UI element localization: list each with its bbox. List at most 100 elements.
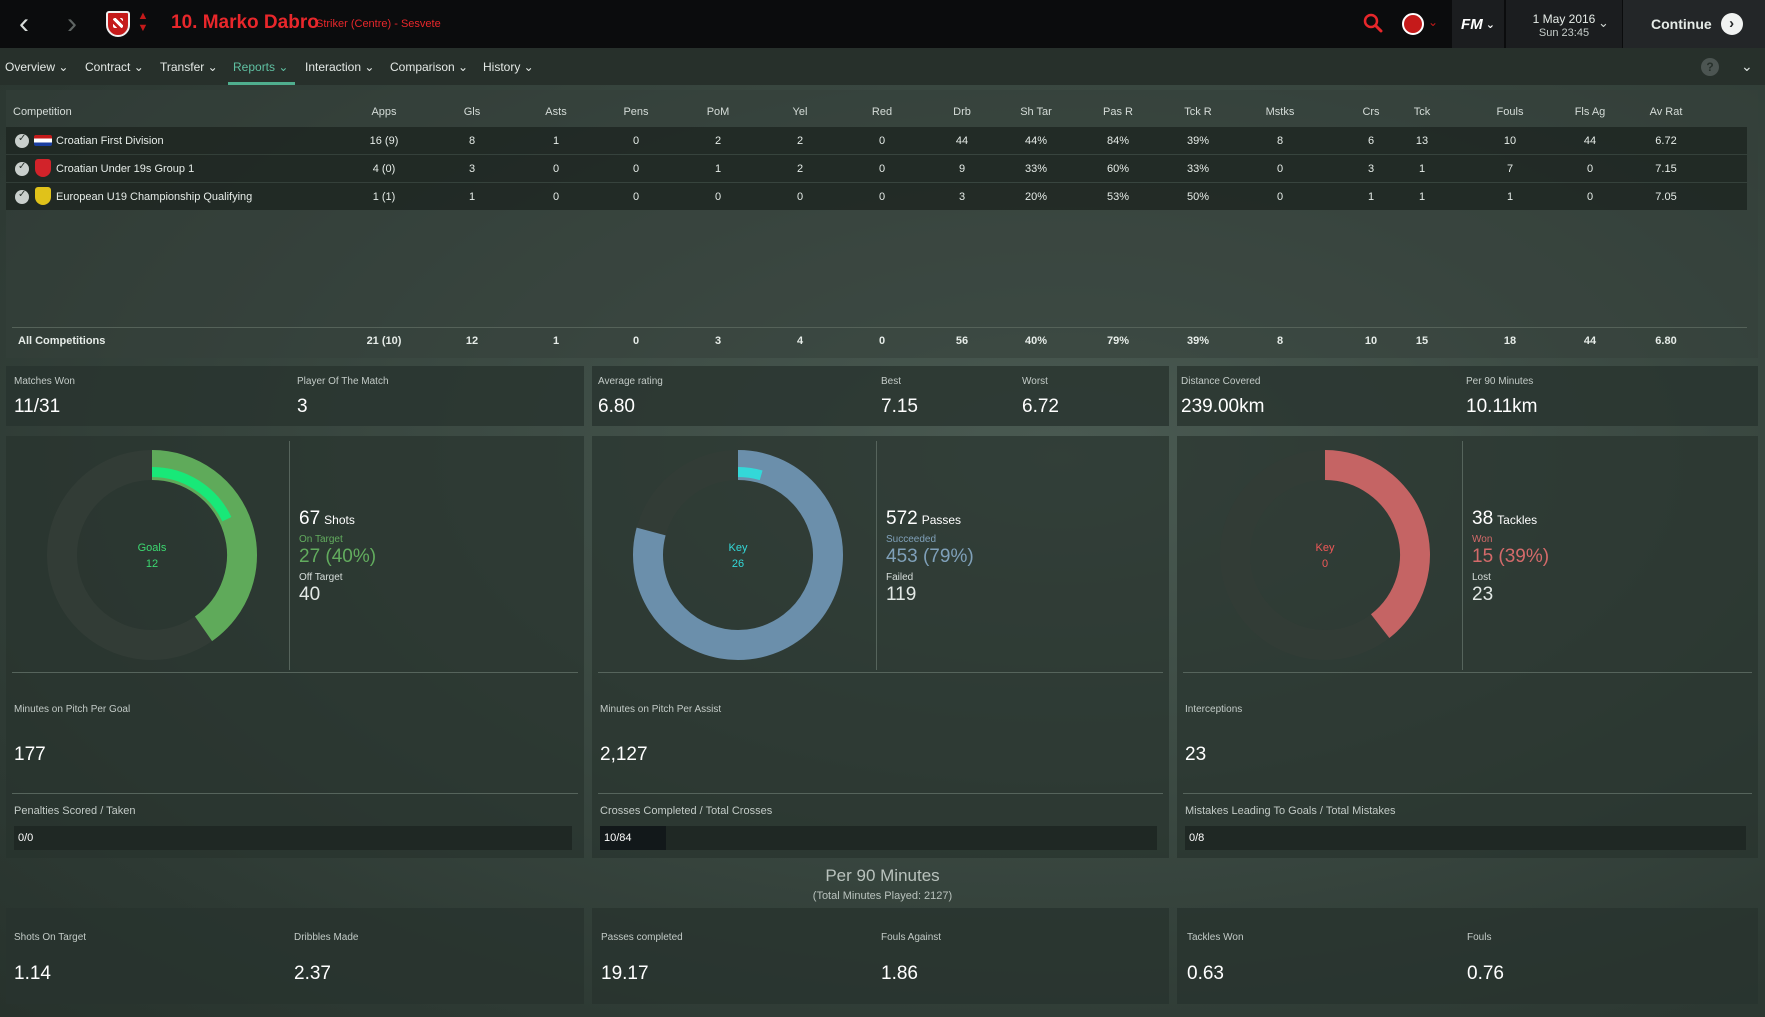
table-cell: 33% xyxy=(1186,163,1210,175)
tackles-total: 38 Tackles xyxy=(1472,508,1538,529)
sub-navigation: Overview ⌄ Contract ⌄ Transfer ⌄ Reports… xyxy=(0,48,1765,85)
table-row[interactable] xyxy=(6,127,1747,154)
total-cell: 8 xyxy=(1276,335,1284,347)
total-cell: 39% xyxy=(1186,335,1210,347)
best-label: Best xyxy=(881,376,902,387)
tackles-card xyxy=(1177,436,1758,858)
passes-progress-bar: 10/84 xyxy=(600,826,1157,850)
tab-transfer[interactable]: Transfer ⌄ xyxy=(160,60,218,74)
matches-won-value: 11/31 xyxy=(14,396,61,417)
total-label: All Competitions xyxy=(18,335,106,347)
tackles-off-value: 23 xyxy=(1472,584,1494,605)
donut-center-value: 26 xyxy=(731,558,745,570)
column-header-mstks[interactable]: Mstks xyxy=(1265,106,1295,118)
table-cell: 50% xyxy=(1186,191,1210,203)
divider xyxy=(12,793,578,794)
table-cell: 7.05 xyxy=(1655,191,1677,203)
total-cell: 40% xyxy=(1024,335,1048,347)
competition-name[interactable]: Croatian Under 19s Group 1 xyxy=(56,163,195,175)
shots-donut-chart xyxy=(47,450,257,660)
column-header-tck-r[interactable]: Tck R xyxy=(1184,106,1212,118)
table-cell: 84% xyxy=(1106,135,1130,147)
passes-key-arc xyxy=(737,467,763,481)
tab-contract[interactable]: Contract ⌄ xyxy=(85,60,144,74)
distance-label: Distance Covered xyxy=(1181,376,1261,387)
fm-menu-button[interactable]: FM ⌄ xyxy=(1452,0,1504,48)
competition-name[interactable]: Croatian First Division xyxy=(56,135,164,147)
tab-overview[interactable]: Overview ⌄ xyxy=(5,60,69,74)
shots-donut-center: Goals 12 xyxy=(102,540,202,572)
column-header-fls-ag[interactable]: Fls Ag xyxy=(1574,106,1606,118)
continue-button[interactable]: Continue › xyxy=(1623,0,1765,48)
summary-matches xyxy=(6,366,584,426)
club-menu-icon[interactable] xyxy=(1402,13,1424,35)
column-header-pom[interactable]: PoM xyxy=(706,106,730,118)
per90-shots-on-target-label: Shots On Target xyxy=(14,932,87,943)
club-crest-icon[interactable] xyxy=(106,11,130,37)
date-display[interactable]: 1 May 2016 Sun 23:45 xyxy=(1506,0,1622,48)
chevron-down-icon[interactable]: ⌄ xyxy=(1598,15,1609,30)
tab-reports[interactable]: Reports ⌄ xyxy=(233,60,289,74)
table-row[interactable] xyxy=(6,155,1747,182)
divider xyxy=(1183,672,1752,673)
column-header-crs[interactable]: Crs xyxy=(1362,106,1380,118)
arrow-right-icon: › xyxy=(1720,13,1743,35)
table-row[interactable] xyxy=(6,183,1747,210)
table-cell: 0 xyxy=(1586,191,1594,203)
passes-donut-chart xyxy=(633,450,843,660)
search-icon[interactable] xyxy=(1363,13,1383,33)
column-header-pas-r[interactable]: Pas R xyxy=(1103,106,1133,118)
tab-interaction[interactable]: Interaction ⌄ xyxy=(305,60,375,74)
forward-button[interactable]: › xyxy=(67,7,77,40)
table-cell: 4 (0) xyxy=(372,163,396,175)
player-position[interactable]: Striker (Centre) - Sesvete xyxy=(316,18,441,30)
shots-progress-bar: 0/0 xyxy=(14,826,572,850)
table-cell: 0 xyxy=(714,191,722,203)
tackles-donut-chart xyxy=(1220,450,1430,660)
table-cell: 0 xyxy=(552,191,560,203)
column-header-gls[interactable]: Gls xyxy=(463,106,481,118)
avg-rating-label: Average rating xyxy=(598,376,663,387)
per90-fouls-label: Fouls xyxy=(1467,932,1492,943)
tab-comparison[interactable]: Comparison ⌄ xyxy=(390,60,469,74)
column-header-competition[interactable]: Competition xyxy=(13,106,72,118)
table-cell: 9 xyxy=(958,163,966,175)
column-header-fouls[interactable]: Fouls xyxy=(1496,106,1524,118)
competition-name[interactable]: European U19 Championship Qualifying xyxy=(56,191,253,203)
help-icon[interactable]: ? xyxy=(1701,58,1719,76)
column-header-yel[interactable]: Yel xyxy=(792,106,808,118)
column-header-pens[interactable]: Pens xyxy=(623,106,649,118)
column-header-red[interactable]: Red xyxy=(871,106,893,118)
table-cell: 0 xyxy=(796,191,804,203)
competition-badge-icon xyxy=(35,159,51,177)
column-header-drb[interactable]: Drb xyxy=(953,106,971,118)
fm-label: FM xyxy=(1461,15,1483,33)
chevron-down-icon[interactable]: ⌄ xyxy=(1428,15,1439,29)
table-cell: 3 xyxy=(958,191,966,203)
column-header-asts[interactable]: Asts xyxy=(545,106,567,118)
divider xyxy=(1462,441,1463,670)
column-header-apps[interactable]: Apps xyxy=(371,106,397,118)
donut-center-label: Key xyxy=(728,542,748,554)
continue-label: Continue xyxy=(1651,16,1712,32)
back-button[interactable]: ‹ xyxy=(19,7,29,40)
per90-card-defending xyxy=(1177,908,1758,1004)
table-cell: 8 xyxy=(1276,135,1284,147)
total-cell: 0 xyxy=(632,335,640,347)
chevron-down-icon[interactable]: ⌄ xyxy=(1741,58,1753,74)
column-header-sh-tar[interactable]: Sh Tar xyxy=(1020,106,1052,118)
shots-key-arc xyxy=(151,467,232,522)
best-value: 7.15 xyxy=(881,396,918,417)
pom-label: Player Of The Match xyxy=(297,376,389,387)
table-cell: 0 xyxy=(1276,191,1284,203)
croatia-flag-icon xyxy=(34,135,52,146)
per90-card-shooting xyxy=(6,908,584,1004)
table-cell: 0 xyxy=(632,191,640,203)
table-cell: 44 xyxy=(955,135,969,147)
column-header-tck[interactable]: Tck xyxy=(1413,106,1431,118)
total-cell: 18 xyxy=(1503,335,1517,347)
tab-history[interactable]: History ⌄ xyxy=(483,60,534,74)
player-switch-icon[interactable]: ▲ ▼ xyxy=(137,10,149,34)
current-time: Sun 23:45 xyxy=(1538,27,1590,39)
column-header-av-rat[interactable]: Av Rat xyxy=(1649,106,1683,118)
